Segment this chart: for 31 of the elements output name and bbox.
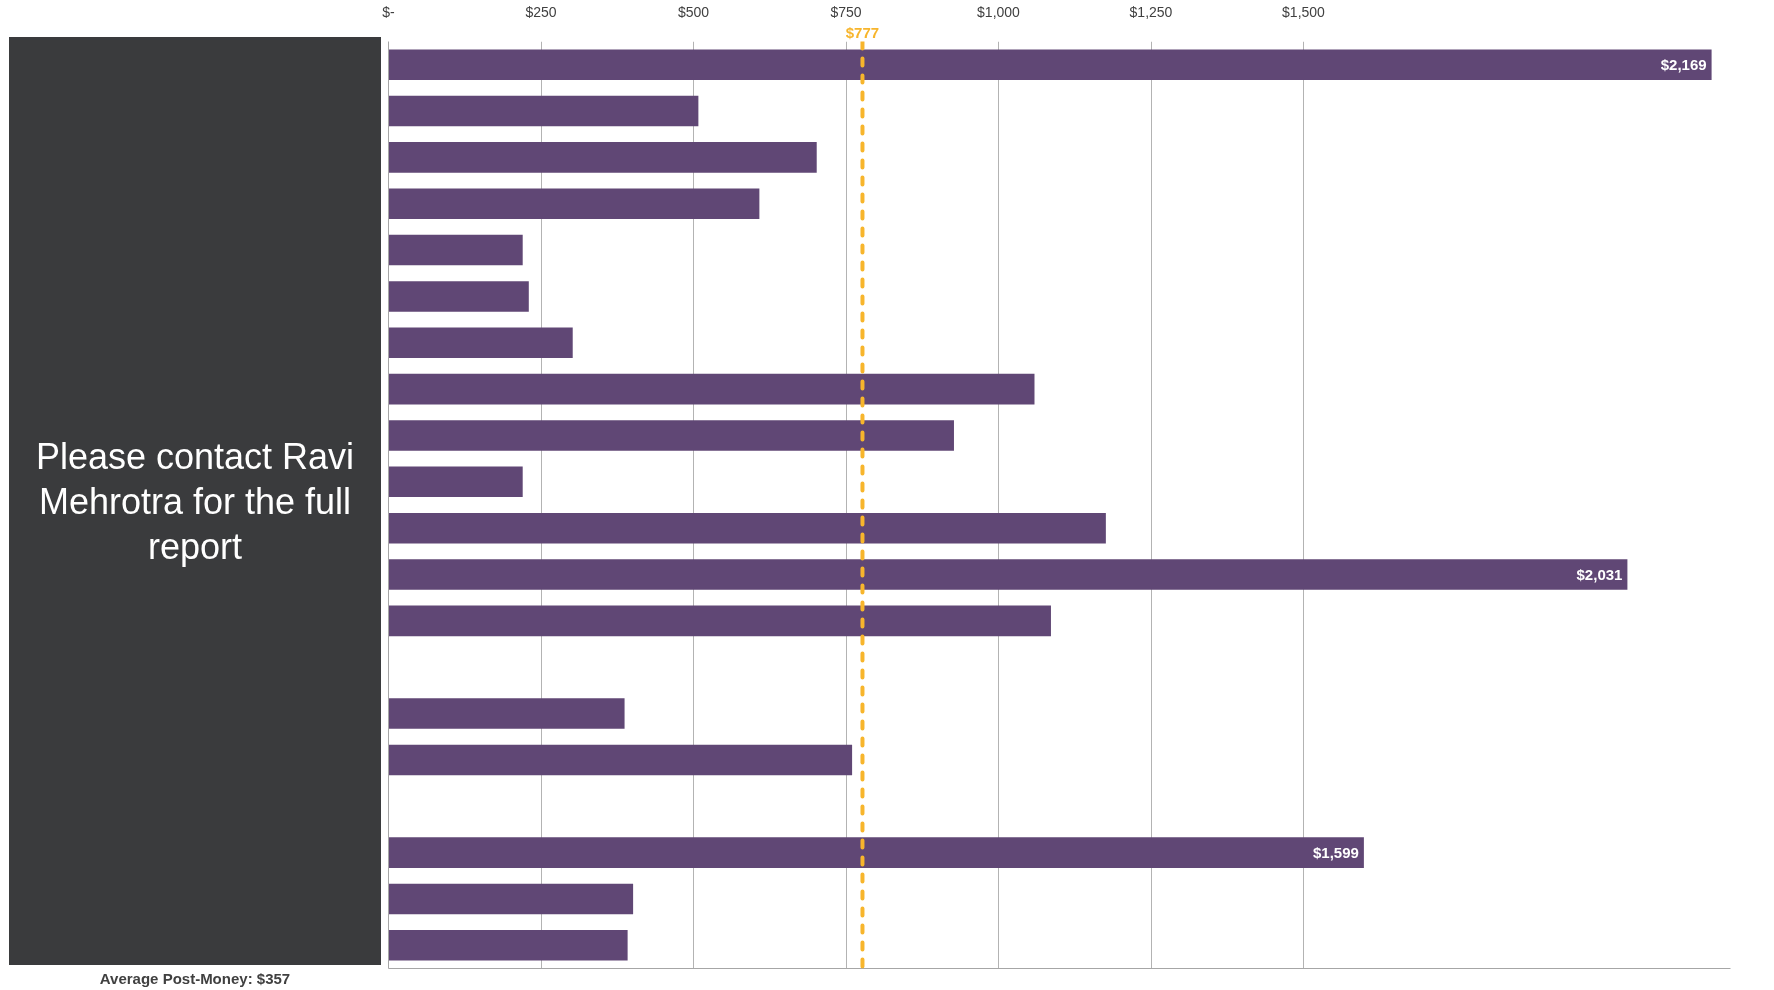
- data-label: $2,169: [1660, 56, 1707, 74]
- bar: [388, 95, 699, 127]
- x-tick-label: $250: [525, 3, 557, 20]
- bar: [388, 512, 1106, 544]
- x-tick-label: $750: [830, 3, 862, 20]
- data-label: $2,031: [1576, 566, 1623, 584]
- ref-line-label: $777: [845, 23, 880, 41]
- x-tick-label: $-: [382, 3, 396, 20]
- bar: [388, 466, 523, 498]
- bar: [388, 837, 1364, 868]
- x-tick-label: $1,500: [1282, 3, 1326, 20]
- bar: [388, 698, 625, 729]
- bar: [388, 142, 817, 173]
- bar: [388, 373, 1035, 405]
- bar: [388, 281, 529, 312]
- bar: [388, 49, 1712, 80]
- x-tick-label: $1,000: [977, 3, 1021, 20]
- bar: [388, 234, 523, 266]
- x-tick-label: $500: [677, 3, 710, 20]
- text: Average Post-Money: $357: [98, 969, 292, 989]
- x-tick-label: $1,250: [1129, 3, 1173, 20]
- bar: [388, 327, 573, 359]
- bar: [388, 188, 760, 220]
- text: Please contact Ravi Mehrotra for the full report: [9, 37, 381, 965]
- bar: [388, 559, 1628, 590]
- data-label: $1,599: [1313, 844, 1359, 862]
- bar: [388, 605, 1051, 637]
- bar: [388, 930, 628, 961]
- bar: [388, 744, 853, 776]
- bar: [388, 420, 954, 451]
- bar: [388, 883, 634, 915]
